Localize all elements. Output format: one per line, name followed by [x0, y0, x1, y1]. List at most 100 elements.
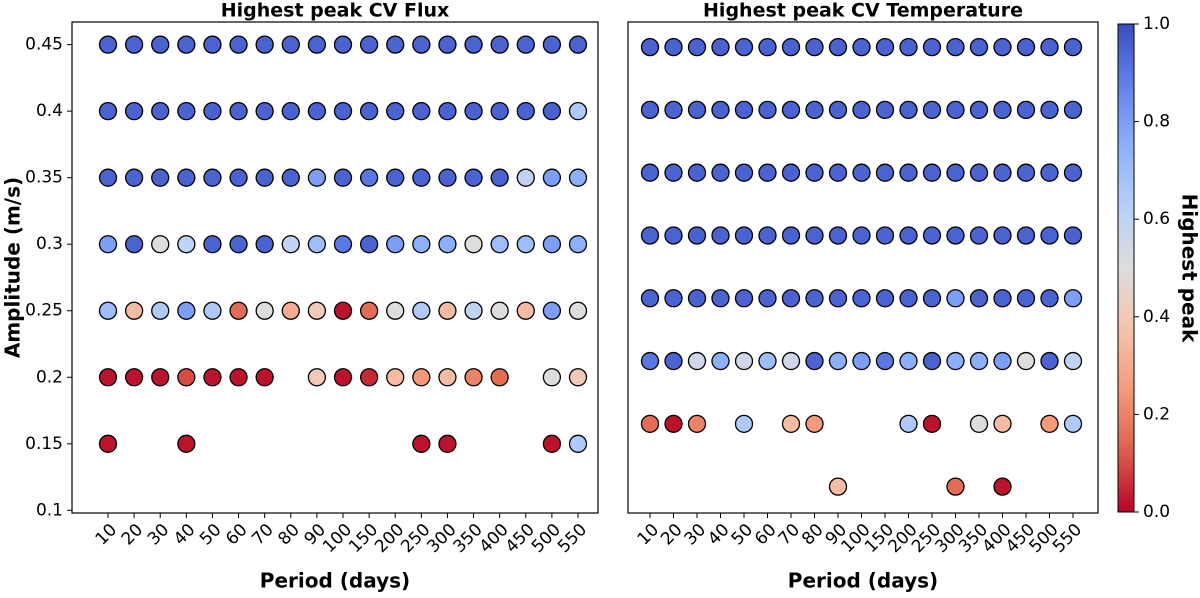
data-point [229, 301, 248, 320]
data-point [151, 368, 170, 387]
data-point [664, 37, 683, 57]
data-point [993, 477, 1012, 496]
data-point [758, 226, 777, 245]
data-point [899, 226, 918, 245]
data-point [124, 35, 144, 54]
data-point [664, 289, 683, 308]
data-point [255, 35, 274, 54]
data-point [711, 163, 730, 182]
data-point [640, 37, 660, 57]
y-tick-label: 0.3 [36, 234, 63, 254]
data-point [687, 351, 707, 371]
data-point [412, 434, 431, 453]
data-point [568, 168, 588, 187]
data-point [687, 414, 707, 433]
data-point [255, 102, 274, 121]
plot-frame [627, 21, 1099, 514]
data-point [386, 168, 405, 187]
data-point [899, 100, 918, 120]
data-point [946, 226, 965, 245]
data-point [281, 235, 300, 254]
data-point [1063, 289, 1083, 308]
data-point [412, 168, 431, 187]
data-point [711, 351, 730, 371]
y-tick-label: 0.1 [36, 500, 63, 520]
data-point [969, 414, 989, 433]
data-point [281, 102, 300, 121]
data-point [568, 301, 588, 320]
data-point [852, 351, 871, 371]
data-point [1040, 351, 1059, 371]
data-point [781, 226, 801, 245]
x-tick-label: 30 [144, 520, 173, 549]
data-point [177, 35, 196, 54]
y-tick-label: 0.4 [36, 101, 63, 121]
data-point [852, 163, 871, 182]
panel-title: Highest peak CV Flux [221, 0, 450, 22]
y-tick-label: 0.25 [25, 301, 63, 321]
data-point [946, 477, 965, 496]
colorbar-label: Highest peak [1178, 194, 1200, 344]
data-point [568, 235, 588, 254]
data-point [386, 301, 405, 320]
data-point [307, 35, 327, 54]
data-point [124, 301, 144, 320]
data-point [568, 368, 588, 387]
colorbar-tick-label: 0.2 [1143, 404, 1170, 424]
data-point [542, 168, 562, 187]
panel-title: Highest peak CV Temperature [703, 0, 1023, 22]
data-point [664, 351, 683, 371]
data-point [828, 289, 848, 308]
data-point [946, 351, 965, 371]
x-tick-label: 20 [118, 520, 147, 549]
data-point [151, 102, 170, 121]
data-point [922, 289, 942, 308]
data-point [464, 301, 483, 320]
data-point [781, 289, 801, 308]
data-point [805, 226, 824, 245]
data-point [333, 368, 353, 387]
data-point [946, 37, 965, 57]
data-point [875, 226, 895, 245]
data-point [828, 477, 848, 496]
data-point [922, 100, 942, 120]
data-point [758, 289, 777, 308]
data-point [946, 163, 965, 182]
data-point [386, 102, 405, 121]
data-point [438, 301, 457, 320]
data-point [177, 368, 196, 387]
data-point [542, 235, 562, 254]
data-point [875, 163, 895, 182]
data-point [151, 235, 170, 254]
data-point [177, 434, 196, 453]
data-point [734, 414, 754, 433]
colorbar-tick-label: 0.4 [1143, 307, 1170, 327]
data-point [438, 368, 457, 387]
data-point [124, 368, 144, 387]
data-point [758, 351, 777, 371]
colorbar-tick-label: 0.8 [1143, 112, 1170, 132]
data-point [490, 368, 509, 387]
data-point [687, 289, 707, 308]
data-point [805, 414, 824, 433]
data-point [781, 163, 801, 182]
data-point [946, 289, 965, 308]
data-point [98, 235, 118, 254]
data-point [640, 351, 660, 371]
data-point [687, 163, 707, 182]
data-point [734, 226, 754, 245]
data-point [359, 368, 379, 387]
colorbar [1117, 23, 1135, 513]
data-point [1063, 37, 1083, 57]
data-point [1016, 100, 1036, 120]
data-point [852, 100, 871, 120]
data-point [203, 368, 222, 387]
data-point [255, 235, 274, 254]
x-tick-label: 80 [274, 520, 303, 549]
data-point [640, 289, 660, 308]
data-point [993, 414, 1012, 433]
data-point [464, 168, 483, 187]
data-point [229, 168, 248, 187]
data-point [464, 368, 483, 387]
data-point [490, 301, 509, 320]
